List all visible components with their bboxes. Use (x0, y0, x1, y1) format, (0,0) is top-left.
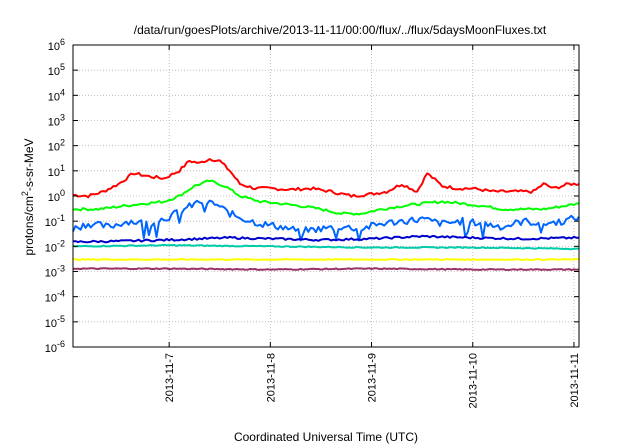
y-axis-title: protons/cm2-s-sr-MeV (20, 138, 36, 255)
x-tick-label: 2013-11-7 (164, 353, 176, 402)
series-group (72, 158, 580, 271)
x-tick-label: 2013-11-11 (569, 353, 581, 408)
y-tick-label: 101 (48, 163, 65, 179)
y-tick-labels: 106 105 104 103 102 101 100 10-1 10-2 10-3 10-4 10-… (45, 37, 65, 355)
grid (73, 45, 579, 347)
series-line-2 (72, 179, 580, 216)
series-line-1 (72, 158, 580, 199)
y-tick-label: 100 (48, 188, 65, 204)
x-tick-labels: 2013-11-7 2013-11-8 2013-11-9 2013-11-10 201… (164, 353, 581, 408)
y-tick-label: 10-6 (45, 339, 65, 355)
y-axis-title-sup: 2 (20, 191, 30, 196)
y-tick-label: 10-2 (45, 238, 65, 254)
series-line-4 (73, 234, 580, 244)
y-tick-label: 10-5 (45, 314, 65, 330)
y-tick-label: 10-4 (45, 289, 65, 305)
x-tick-label: 2013-11-9 (367, 353, 379, 402)
chart-title: /data/run/goesPlots/archive/2013-11-11/0… (134, 23, 547, 37)
x-tick-label: 2013-11-8 (265, 353, 277, 402)
y-tick-label: 103 (48, 113, 65, 129)
x-axis-title: Coordinated Universal Time (UTC) (234, 430, 418, 444)
series-line-5 (72, 243, 580, 251)
y-tick-label: 10-1 (45, 213, 65, 229)
series-line-6 (72, 258, 580, 261)
y-tick-label: 10-3 (45, 264, 65, 280)
y-tick-label: 104 (48, 87, 65, 103)
series-line-7 (72, 267, 580, 271)
y-tick-label: 102 (48, 138, 65, 154)
y-axis-title-rest: -s-sr-MeV (22, 138, 36, 191)
x-tick-label: 2013-11-10 (468, 353, 480, 408)
y-tick-label: 105 (48, 62, 65, 78)
y-axis-title-base: protons/cm (22, 196, 36, 255)
axis-ticks (73, 44, 579, 348)
series-line-3 (72, 199, 580, 242)
y-tick-label: 106 (48, 37, 65, 53)
